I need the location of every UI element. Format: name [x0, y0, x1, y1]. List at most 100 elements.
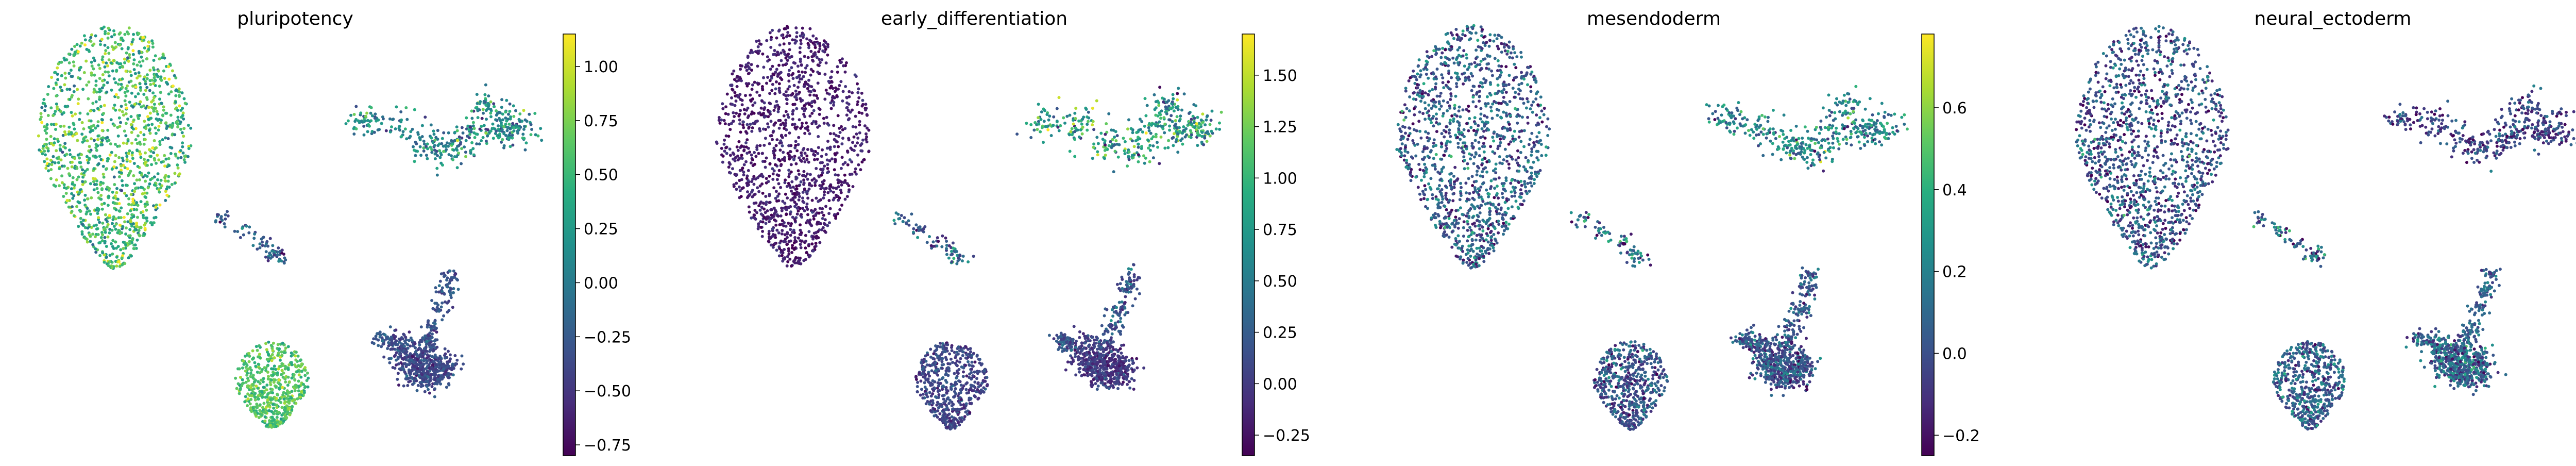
data-point — [945, 247, 948, 251]
data-point — [250, 410, 253, 413]
data-point — [1087, 110, 1090, 114]
data-point — [421, 378, 425, 381]
data-point — [117, 116, 121, 120]
data-point — [797, 70, 801, 73]
data-point — [395, 363, 398, 367]
data-point — [785, 128, 788, 131]
data-point — [777, 254, 781, 258]
data-point — [162, 69, 165, 73]
data-point — [239, 388, 242, 391]
data-point — [1205, 118, 1208, 122]
data-point — [64, 187, 68, 190]
data-point — [282, 351, 286, 355]
data-point — [828, 184, 832, 188]
data-point — [142, 142, 146, 146]
data-point — [246, 392, 250, 396]
data-point — [124, 112, 128, 115]
data-point — [55, 178, 58, 181]
data-point — [286, 345, 290, 348]
data-point — [143, 226, 147, 230]
data-point — [433, 342, 436, 346]
data-point — [63, 105, 67, 108]
data-point — [445, 386, 448, 389]
data-point — [950, 249, 953, 253]
data-point — [144, 82, 147, 86]
data-point — [779, 71, 783, 74]
data-point — [862, 158, 866, 161]
data-point — [1154, 113, 1158, 117]
data-point — [1157, 104, 1161, 107]
data-point — [794, 96, 798, 99]
data-point — [818, 184, 822, 187]
data-point — [152, 183, 156, 187]
data-point — [73, 157, 76, 160]
data-point — [408, 371, 411, 375]
data-point — [164, 190, 167, 193]
data-point — [454, 147, 458, 151]
data-point — [234, 376, 238, 380]
data-point — [39, 118, 42, 121]
data-point — [830, 157, 834, 161]
data-point — [731, 72, 734, 76]
data-point — [440, 375, 444, 379]
data-point — [801, 148, 805, 152]
data-point — [764, 211, 767, 214]
data-point — [283, 408, 286, 411]
data-point — [505, 98, 509, 102]
data-point — [960, 365, 963, 369]
data-point — [733, 91, 737, 94]
data-point — [785, 98, 789, 102]
data-point — [408, 330, 411, 334]
data-point — [429, 324, 433, 328]
data-point — [744, 141, 748, 144]
data-point — [1165, 107, 1169, 111]
data-point — [239, 236, 242, 239]
data-point — [81, 168, 84, 172]
data-point — [788, 212, 792, 216]
data-point — [403, 351, 407, 355]
data-point — [856, 136, 860, 140]
data-point — [93, 73, 96, 77]
data-point — [130, 203, 133, 207]
data-point — [749, 123, 752, 126]
data-point — [774, 190, 778, 193]
data-point — [145, 73, 149, 77]
data-point — [512, 114, 516, 118]
data-point — [1112, 144, 1115, 147]
data-point — [784, 224, 788, 228]
data-point — [160, 160, 163, 164]
data-point — [840, 204, 843, 207]
data-point — [773, 49, 776, 52]
data-point — [1047, 118, 1050, 122]
data-point — [804, 126, 807, 130]
data-point — [37, 134, 40, 138]
data-point — [799, 126, 803, 130]
data-point — [849, 146, 853, 150]
data-point — [850, 160, 854, 164]
data-point — [1147, 126, 1150, 129]
data-point — [105, 167, 109, 171]
data-point — [1107, 112, 1111, 115]
data-point — [834, 215, 838, 219]
data-point — [72, 123, 76, 126]
data-point — [854, 172, 858, 176]
data-point — [769, 45, 773, 49]
data-point — [822, 196, 825, 200]
data-point — [174, 94, 178, 97]
data-point — [756, 186, 759, 190]
data-point — [58, 184, 61, 188]
data-point — [735, 111, 738, 115]
data-point — [514, 124, 518, 127]
data-point — [145, 96, 148, 99]
data-point — [804, 107, 807, 110]
data-point — [1158, 86, 1162, 89]
data-point — [796, 236, 800, 240]
data-point — [268, 423, 272, 427]
data-point — [158, 85, 161, 88]
data-point — [810, 224, 814, 227]
data-point — [117, 216, 121, 220]
data-point — [947, 256, 951, 260]
data-point — [791, 186, 795, 189]
data-point — [177, 173, 181, 177]
data-point — [62, 164, 66, 168]
